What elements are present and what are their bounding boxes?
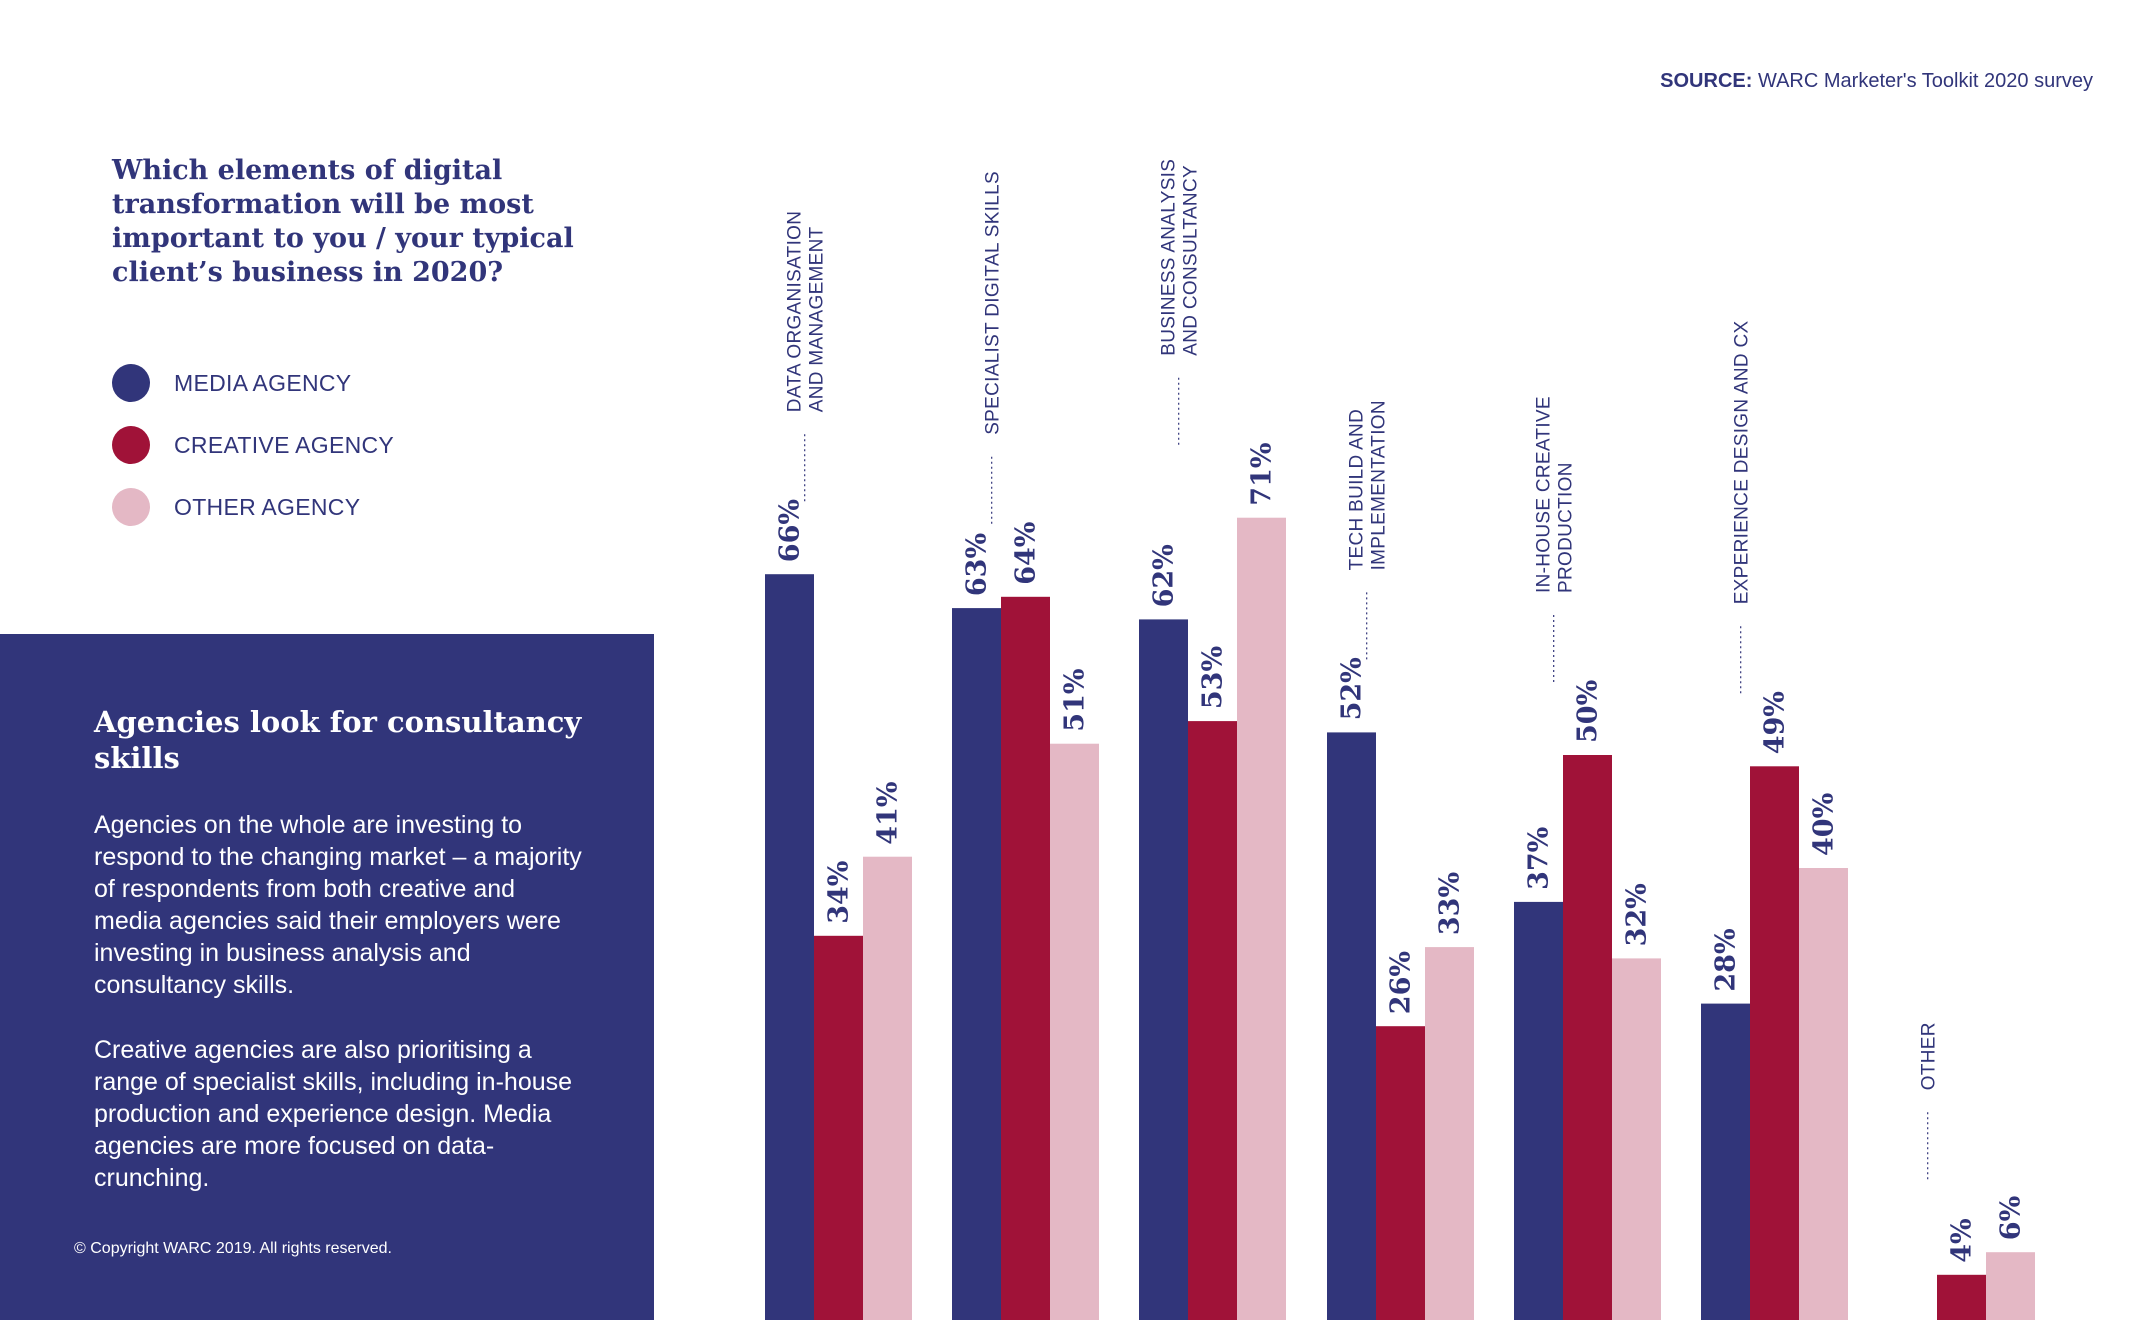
source-note: SOURCE: WARC Marketer's Toolkit 2020 sur… [1660,70,2093,93]
legend-label-media: MEDIA AGENCY [174,369,352,396]
value-label-other-agency-1: 51% [1060,668,1091,731]
bar-other-agency-6 [1986,1252,2035,1320]
value-label-other-agency-2: 71% [1247,442,1278,505]
bar-other-agency-2 [1237,517,1286,1320]
bar-creative-agency-4 [1563,755,1612,1320]
value-label-creative-agency-2: 53% [1198,646,1229,709]
bar-other-agency-5 [1799,868,1848,1320]
value-label-other-agency-6: 6% [1996,1196,2027,1240]
legend-swatch-media [112,364,150,402]
category-label-1-line-0: SPECIALIST DIGITAL SKILLS [983,171,1004,435]
bar-creative-agency-2 [1188,721,1237,1320]
bar-creative-agency-5 [1750,766,1799,1320]
legend-item-other: OTHER AGENCY [112,476,394,538]
legend-swatch-other [112,488,150,526]
copyright-notice: © Copyright WARC 2019. All rights reserv… [74,1240,392,1257]
value-label-other-agency-5: 40% [1809,793,1840,856]
bar-other-agency-0 [863,856,912,1320]
value-label-media-agency-0: 66% [775,499,806,562]
legend-item-creative: CREATIVE AGENCY [112,414,394,476]
category-label-2-line-1: AND CONSULTANCY [1181,165,1202,356]
category-label-0-line-1: AND MANAGEMENT [807,226,828,412]
bar-media-agency-5 [1701,1003,1750,1320]
category-label-3-line-0: TECH BUILD AND [1347,409,1368,571]
panel-title: Agencies look for consultancy skills [94,705,582,775]
value-label-creative-agency-3: 26% [1386,951,1417,1014]
bar-other-agency-3 [1425,947,1474,1320]
source-text: WARC Marketer's Toolkit 2020 survey [1757,70,2093,92]
value-label-creative-agency-4: 50% [1573,680,1604,743]
bar-creative-agency-6 [1937,1274,1986,1320]
bar-other-agency-1 [1050,743,1099,1320]
category-label-4-line-0: IN-HOUSE CREATIVE [1534,396,1555,593]
value-label-other-agency-4: 32% [1622,883,1653,946]
legend-label-creative: CREATIVE AGENCY [174,431,395,458]
value-label-creative-agency-1: 64% [1011,522,1042,585]
bar-media-agency-0 [765,574,814,1320]
category-label-2-line-0: BUSINESS ANALYSIS [1159,159,1180,356]
source-prefix: SOURCE: [1660,70,1753,92]
category-label-6-line-0: OTHER [1919,1022,1940,1090]
bar-creative-agency-1 [1001,596,1050,1320]
bar-media-agency-1 [952,608,1001,1320]
value-label-other-agency-3: 33% [1435,872,1466,935]
value-label-media-agency-4: 37% [1524,827,1555,890]
legend-item-media: MEDIA AGENCY [112,352,394,414]
bar-creative-agency-3 [1376,1026,1425,1320]
bar-media-agency-4 [1514,901,1563,1320]
category-label-3-line-1: IMPLEMENTATION [1369,400,1390,570]
bar-media-agency-3 [1327,732,1376,1320]
legend-label-other: OTHER AGENCY [174,493,361,520]
value-label-media-agency-3: 52% [1337,657,1368,720]
chart-legend: MEDIA AGENCY CREATIVE AGENCY OTHER AGENC… [112,352,394,538]
value-label-creative-agency-5: 49% [1760,691,1791,754]
value-label-media-agency-5: 28% [1711,928,1742,991]
bar-creative-agency-0 [814,935,863,1320]
legend-swatch-creative [112,426,150,464]
panel-paragraph-2: Creative agencies are also prioritising … [94,1036,573,1192]
value-label-media-agency-2: 62% [1149,544,1180,607]
bar-media-agency-2 [1139,619,1188,1320]
category-label-0-line-0: DATA ORGANISATION [785,211,806,412]
panel-paragraph-1: Agencies on the whole are investing to r… [94,811,582,999]
value-label-creative-agency-0: 34% [824,861,855,924]
chart-question-title: Which elements of digital transformation… [112,155,574,288]
value-label-other-agency-0: 41% [873,781,904,844]
insight-panel: Agencies look for consultancy skills Age… [0,634,654,1320]
category-label-5-line-0: EXPERIENCE DESIGN AND CX [1732,320,1753,604]
value-label-media-agency-1: 63% [962,533,993,596]
category-label-4-line-1: PRODUCTION [1556,462,1577,593]
value-label-creative-agency-6: 4% [1947,1218,1978,1262]
bar-other-agency-4 [1612,958,1661,1320]
